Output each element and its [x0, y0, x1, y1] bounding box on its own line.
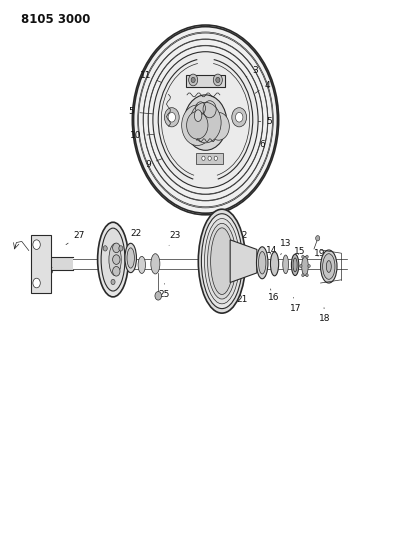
Circle shape: [216, 77, 220, 83]
Circle shape: [113, 266, 120, 276]
Ellipse shape: [283, 255, 289, 274]
Circle shape: [184, 95, 227, 150]
Text: 2: 2: [201, 60, 206, 78]
Text: 12: 12: [235, 231, 248, 246]
Text: 8: 8: [198, 172, 203, 185]
Ellipse shape: [205, 219, 239, 304]
Ellipse shape: [259, 252, 266, 274]
Ellipse shape: [208, 223, 236, 299]
Ellipse shape: [101, 228, 125, 291]
Circle shape: [113, 243, 120, 253]
Ellipse shape: [109, 244, 121, 276]
Circle shape: [134, 27, 277, 213]
Circle shape: [132, 25, 279, 215]
Circle shape: [168, 112, 175, 122]
Circle shape: [190, 102, 221, 143]
Circle shape: [191, 77, 195, 83]
Ellipse shape: [321, 250, 337, 283]
Circle shape: [208, 156, 211, 160]
FancyBboxPatch shape: [196, 153, 223, 164]
Ellipse shape: [138, 256, 145, 273]
Text: 21: 21: [237, 289, 248, 304]
Circle shape: [214, 156, 217, 160]
Circle shape: [189, 74, 198, 86]
Text: 9: 9: [145, 156, 170, 168]
Circle shape: [302, 273, 304, 277]
Text: 25: 25: [158, 284, 169, 298]
Circle shape: [300, 264, 302, 268]
Circle shape: [33, 278, 40, 288]
Text: 24: 24: [206, 230, 219, 246]
Ellipse shape: [194, 110, 202, 122]
Text: 22: 22: [129, 229, 141, 244]
Ellipse shape: [98, 222, 128, 297]
Text: 3: 3: [240, 66, 258, 81]
Circle shape: [155, 292, 162, 300]
Text: 18: 18: [319, 308, 330, 323]
FancyBboxPatch shape: [31, 235, 51, 293]
Text: 15: 15: [294, 247, 306, 256]
Circle shape: [103, 246, 107, 251]
FancyBboxPatch shape: [186, 75, 225, 87]
Text: 27: 27: [66, 231, 85, 245]
Text: 5: 5: [129, 108, 157, 116]
Text: 1: 1: [107, 273, 115, 288]
Text: 26: 26: [43, 268, 54, 276]
Ellipse shape: [326, 261, 331, 272]
Ellipse shape: [291, 254, 299, 276]
Circle shape: [308, 264, 310, 268]
Ellipse shape: [201, 214, 242, 309]
Ellipse shape: [302, 256, 308, 276]
Circle shape: [164, 108, 179, 127]
Circle shape: [182, 105, 213, 146]
Circle shape: [302, 255, 304, 259]
Text: 8105 3000: 8105 3000: [21, 13, 90, 26]
Ellipse shape: [199, 209, 246, 313]
Text: 20: 20: [224, 285, 235, 298]
Text: 19: 19: [314, 249, 326, 258]
Ellipse shape: [211, 228, 233, 294]
Text: 14: 14: [266, 246, 277, 255]
Circle shape: [111, 279, 115, 285]
Circle shape: [113, 255, 120, 264]
Circle shape: [187, 111, 208, 139]
Circle shape: [306, 273, 308, 277]
Ellipse shape: [256, 247, 268, 279]
Text: 11: 11: [140, 71, 168, 85]
Polygon shape: [230, 240, 257, 282]
Circle shape: [153, 52, 258, 188]
Circle shape: [232, 108, 247, 127]
Circle shape: [119, 246, 123, 251]
Circle shape: [316, 236, 320, 241]
Ellipse shape: [151, 254, 160, 274]
Text: 23: 23: [169, 231, 180, 245]
Ellipse shape: [270, 252, 279, 276]
Circle shape: [213, 74, 222, 86]
Circle shape: [306, 255, 308, 259]
Text: 17: 17: [290, 297, 302, 312]
Text: 16: 16: [268, 289, 279, 302]
Circle shape: [202, 156, 205, 160]
Text: 4: 4: [255, 81, 270, 93]
Circle shape: [208, 112, 229, 140]
Ellipse shape: [323, 254, 335, 279]
Text: 10: 10: [130, 132, 165, 140]
Text: 13: 13: [280, 239, 291, 255]
Ellipse shape: [127, 248, 134, 268]
Ellipse shape: [125, 243, 136, 273]
Ellipse shape: [293, 258, 297, 272]
Text: 5: 5: [254, 117, 272, 126]
Circle shape: [33, 240, 40, 249]
Circle shape: [236, 112, 243, 122]
Text: 7: 7: [229, 163, 241, 176]
Text: 6: 6: [250, 141, 265, 149]
